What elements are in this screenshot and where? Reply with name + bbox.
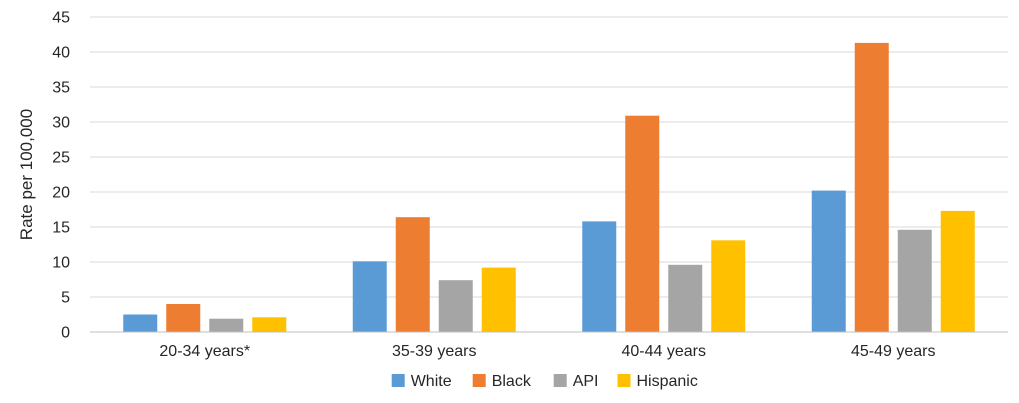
bar-black bbox=[625, 115, 660, 332]
x-tick-label: 45-49 years bbox=[851, 343, 936, 360]
x-tick-label: 20-34 years* bbox=[159, 343, 250, 360]
y-tick-label: 5 bbox=[61, 290, 70, 307]
y-tick-label: 35 bbox=[52, 80, 70, 97]
legend-label-hispanic: Hispanic bbox=[637, 373, 698, 390]
legend-label-api: API bbox=[573, 373, 599, 390]
y-axis-title: Rate per 100,000 bbox=[17, 109, 36, 240]
y-tick-label: 10 bbox=[52, 255, 70, 272]
gridlines bbox=[90, 16, 1008, 298]
bar-white bbox=[123, 314, 158, 332]
y-tick-label: 25 bbox=[52, 150, 70, 167]
bar-api bbox=[897, 229, 932, 332]
y-tick-label: 40 bbox=[52, 45, 70, 62]
bars bbox=[123, 42, 975, 333]
legend-swatch-hispanic bbox=[617, 374, 631, 387]
legend-swatch-white bbox=[391, 374, 405, 387]
bar-white bbox=[582, 221, 617, 332]
bar-api bbox=[209, 318, 244, 332]
bar-black bbox=[395, 217, 430, 332]
legend-label-white: White bbox=[411, 373, 452, 390]
bar-hispanic bbox=[711, 240, 746, 332]
x-tick-labels: 20-34 years* 35-39 years 40-44 years 45-49 … bbox=[159, 343, 935, 360]
y-tick-label: 0 bbox=[61, 325, 70, 342]
y-tick-label: 45 bbox=[52, 10, 70, 27]
y-tick-label: 15 bbox=[52, 220, 70, 237]
bar-hispanic bbox=[940, 210, 975, 332]
bar-hispanic bbox=[481, 267, 516, 332]
bar-white bbox=[352, 261, 387, 332]
legend: White Black API Hispanic bbox=[391, 373, 698, 390]
x-tick-label: 35-39 years bbox=[392, 343, 477, 360]
legend-swatch-api bbox=[553, 374, 567, 387]
y-tick-label: 20 bbox=[52, 185, 70, 202]
legend-label-black: Black bbox=[492, 373, 532, 390]
y-tick-labels: 0 5 10 15 20 25 30 35 40 45 bbox=[52, 10, 70, 342]
y-tick-label: 30 bbox=[52, 115, 70, 132]
bar-black bbox=[854, 42, 889, 333]
bar-api bbox=[438, 280, 473, 332]
bar-api bbox=[668, 264, 703, 332]
bar-black bbox=[166, 304, 201, 332]
bar-hispanic bbox=[252, 317, 287, 332]
x-tick-label: 40-44 years bbox=[622, 343, 707, 360]
legend-swatch-black bbox=[472, 374, 486, 387]
bar-white bbox=[811, 190, 846, 332]
